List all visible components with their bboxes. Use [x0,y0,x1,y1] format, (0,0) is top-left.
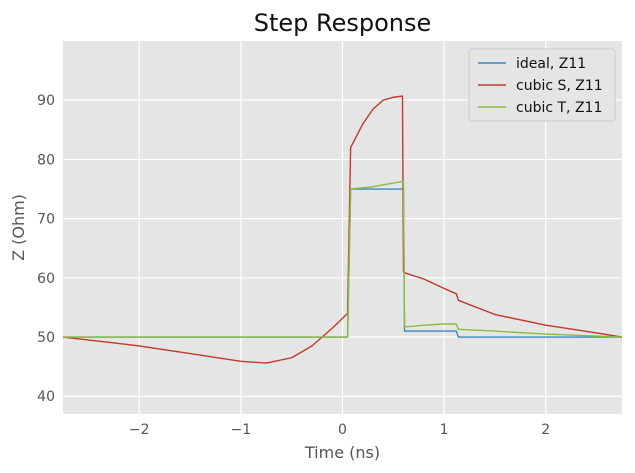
y-tick-label: 40 [37,389,55,405]
y-tick-label: 90 [37,93,55,109]
y-tick-label: 60 [37,271,55,287]
series-lines [62,95,623,364]
series-line [62,95,623,364]
y-axis-label: Z (Ohm) [9,194,28,261]
tick-labels: −2 −1 0 1 2 40 50 60 70 80 90 [37,93,550,438]
legend: ideal, Z11 cubic S, Z11 cubic T, Z11 [468,48,616,122]
legend-box [468,48,616,122]
x-tick-label: 2 [541,422,550,438]
legend-entry: cubic T, Z11 [516,100,602,116]
y-tick-label: 50 [37,330,55,346]
legend-entry: ideal, Z11 [516,56,586,72]
series-line [63,180,623,338]
y-tick-label: 80 [37,152,55,168]
x-tick-label: 1 [440,422,449,438]
x-tick-label: −1 [231,422,252,438]
x-axis-label: Time (ns) [304,443,380,462]
y-tick-label: 70 [37,212,55,228]
x-tick-label: −2 [129,422,150,438]
x-tick-label: 0 [338,422,347,438]
legend-entry: cubic S, Z11 [516,78,603,94]
chart-title: Step Response [254,9,432,37]
